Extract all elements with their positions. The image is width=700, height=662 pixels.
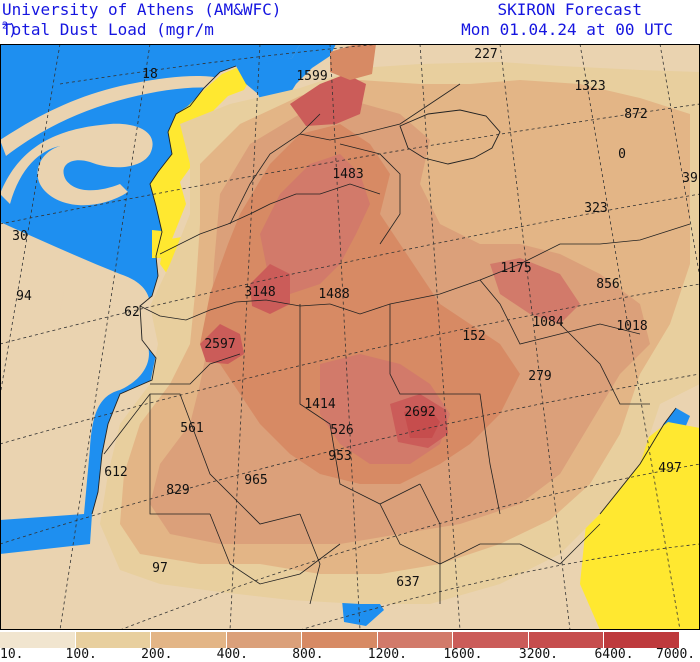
ocean-pale-band-north (0, 76, 220, 156)
color-legend: 10. 100. 200. 400. 800. 1200. 1600. 3200. 6400. 7… (0, 630, 700, 662)
value-label: 965 (244, 473, 267, 488)
variable-unit-exponent: 2 (2, 20, 9, 32)
value-label: 526 (330, 423, 353, 438)
value-label: 497 (658, 461, 681, 476)
value-label: 1175 (500, 261, 531, 276)
legend-label: 1600. (443, 647, 483, 662)
value-label: 2597 (204, 337, 235, 352)
value-label: 1599 (296, 69, 327, 84)
value-label: 94 (16, 289, 32, 304)
value-label: 1414 (304, 397, 335, 412)
coastlines (91, 65, 677, 515)
legend-color-box (151, 632, 226, 648)
variable-title: Total Dust Load (mgr/m 2) (2, 20, 214, 40)
legend-color-box (0, 632, 75, 648)
value-label: 152 (462, 329, 485, 344)
value-label: 39 (682, 171, 698, 186)
dust-north-plume (290, 74, 366, 126)
dust-north-plume-core (330, 44, 376, 80)
ocean-pale-islands (12, 240, 92, 314)
value-label: 279 (528, 369, 551, 384)
legend-label: 3200. (518, 647, 559, 662)
dust-1600-layer-west (200, 324, 244, 364)
graticule (0, 44, 700, 630)
legend-label: 800. (292, 647, 324, 662)
ocean-pale-band-arc (0, 123, 153, 206)
value-label: 637 (396, 575, 419, 590)
ocean-pale-plume (0, 222, 150, 520)
value-label: 323 (584, 201, 607, 216)
dust-1200-layer-north (260, 154, 370, 294)
variable-title-close: ) (8, 20, 18, 39)
legend-color-box (528, 632, 604, 648)
legend-color-box (75, 632, 151, 648)
value-label: 1323 (574, 79, 605, 94)
value-label: 856 (596, 277, 619, 292)
valid-time-label: Mon 01.04.24 at 00 UTC (461, 20, 673, 39)
value-label: 1084 (532, 315, 563, 330)
value-label: 30 (12, 229, 28, 244)
value-label: 561 (180, 421, 203, 436)
legend-color-box (226, 632, 302, 648)
legend-label: 400. (216, 647, 248, 662)
value-label: 62 (124, 305, 140, 320)
legend-label: 6400. (594, 647, 634, 662)
legend-color-box (377, 632, 453, 648)
value-label: 3148 (244, 285, 275, 300)
dust-1200-layer-east (490, 258, 580, 324)
legend-label: 7000. (656, 647, 696, 662)
country-borders (103, 83, 691, 605)
legend-color-box (302, 632, 377, 648)
north-sea (236, 44, 336, 114)
value-label: 97 (152, 561, 168, 576)
value-label: 1483 (332, 167, 363, 182)
low-dust-band-west (150, 68, 252, 244)
dust-3200-core (404, 406, 440, 438)
value-label: 872 (624, 107, 647, 122)
organization-label: University of Athens (AM&WFC) (2, 0, 282, 19)
legend-label: 200. (141, 647, 173, 662)
legend-label: 100. (65, 647, 97, 662)
dust-1600-layer-atlas (250, 264, 290, 314)
legend-label: 1200. (367, 647, 407, 662)
value-label: 0 (618, 147, 626, 162)
value-label: 1488 (318, 287, 349, 302)
value-label: 953 (328, 449, 351, 464)
map-header: University of Athens (AM&WFC) Total Dust… (0, 0, 700, 44)
legend-color-box (453, 632, 528, 648)
value-label: 227 (474, 47, 497, 62)
value-label: 612 (104, 465, 127, 480)
legend-color-box (604, 632, 679, 648)
value-label: 18 (142, 67, 158, 82)
value-label: 1018 (616, 319, 647, 334)
value-label: 829 (166, 483, 189, 498)
value-labels: 227 1323 872 18 1599 0 1483 39 323 30 11… (12, 47, 698, 590)
dust-load-map: 227 1323 872 18 1599 0 1483 39 323 30 11… (0, 44, 700, 630)
legend-label: 10. (0, 647, 24, 662)
value-label: 2692 (404, 405, 435, 420)
variable-title-text: Total Dust Load (mgr/m (2, 20, 214, 39)
model-label: SKIRON Forecast (497, 0, 643, 19)
